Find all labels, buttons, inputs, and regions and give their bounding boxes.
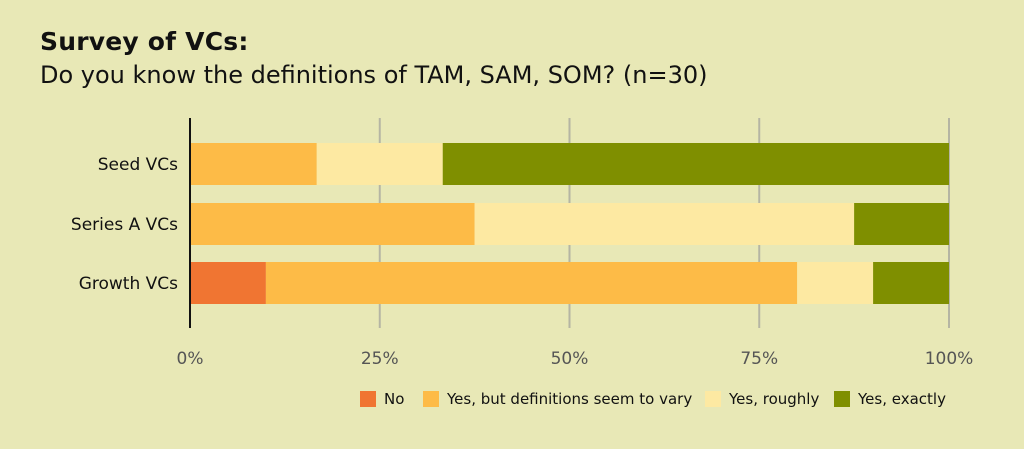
bar-segment (265, 262, 798, 304)
legend-item: No (360, 390, 404, 408)
legend-swatch (360, 391, 376, 407)
legend-swatch (834, 391, 850, 407)
x-tick-label: 75% (740, 349, 778, 369)
legend-item: Yes, roughly (705, 390, 819, 408)
x-tick-label: 0% (177, 349, 204, 369)
x-tick-label: 25% (361, 349, 399, 369)
legend-swatch (423, 391, 439, 407)
bar-segment (442, 143, 949, 185)
bar-segment (190, 143, 317, 185)
legend-item: Yes, exactly (834, 390, 946, 408)
axis-labels: 0% 25% 50% 75% 100% Seed VCs Series A VCs Growt… (71, 155, 973, 369)
chart-title: Survey of VCs: (40, 27, 249, 56)
legend-label: Yes, roughly (728, 390, 819, 408)
bars (190, 143, 949, 304)
bar-segment (190, 203, 475, 245)
bar-segment (854, 203, 949, 245)
category-label: Seed VCs (98, 155, 178, 175)
x-tick-label: 100% (925, 349, 974, 369)
chart-subtitle: Do you know the definitions of TAM, SAM,… (40, 61, 708, 89)
legend: No Yes, but definitions seem to vary Yes, … (360, 390, 946, 408)
category-label: Growth VCs (79, 274, 178, 294)
bar-segment (474, 203, 855, 245)
x-tick-label: 50% (551, 349, 589, 369)
category-label: Series A VCs (71, 215, 178, 235)
bar-segment (316, 143, 443, 185)
chart-header: Survey of VCs: Do you know the definitio… (40, 26, 707, 92)
legend-label: Yes, exactly (857, 390, 946, 408)
bar-segment (190, 262, 266, 304)
legend-swatch (705, 391, 721, 407)
legend-label: No (384, 390, 404, 408)
legend-item: Yes, but definitions seem to vary (423, 390, 692, 408)
bar-segment (873, 262, 949, 304)
bar-segment (797, 262, 874, 304)
legend-label: Yes, but definitions seem to vary (446, 390, 692, 408)
